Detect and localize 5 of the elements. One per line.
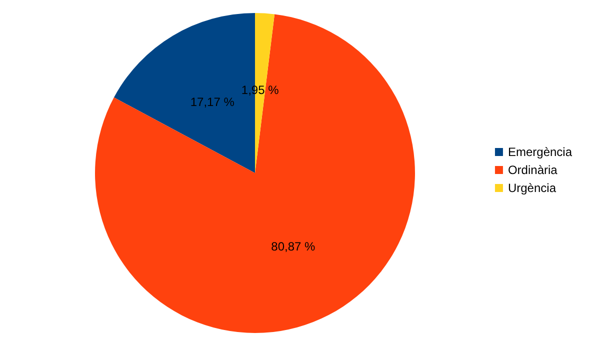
data-label: 17,17 % xyxy=(190,94,235,109)
legend-label: Ordinària xyxy=(508,163,558,177)
data-label: 80,87 % xyxy=(271,240,316,254)
legend-label: Emergència xyxy=(508,145,572,159)
legend-label: Urgència xyxy=(508,181,556,195)
